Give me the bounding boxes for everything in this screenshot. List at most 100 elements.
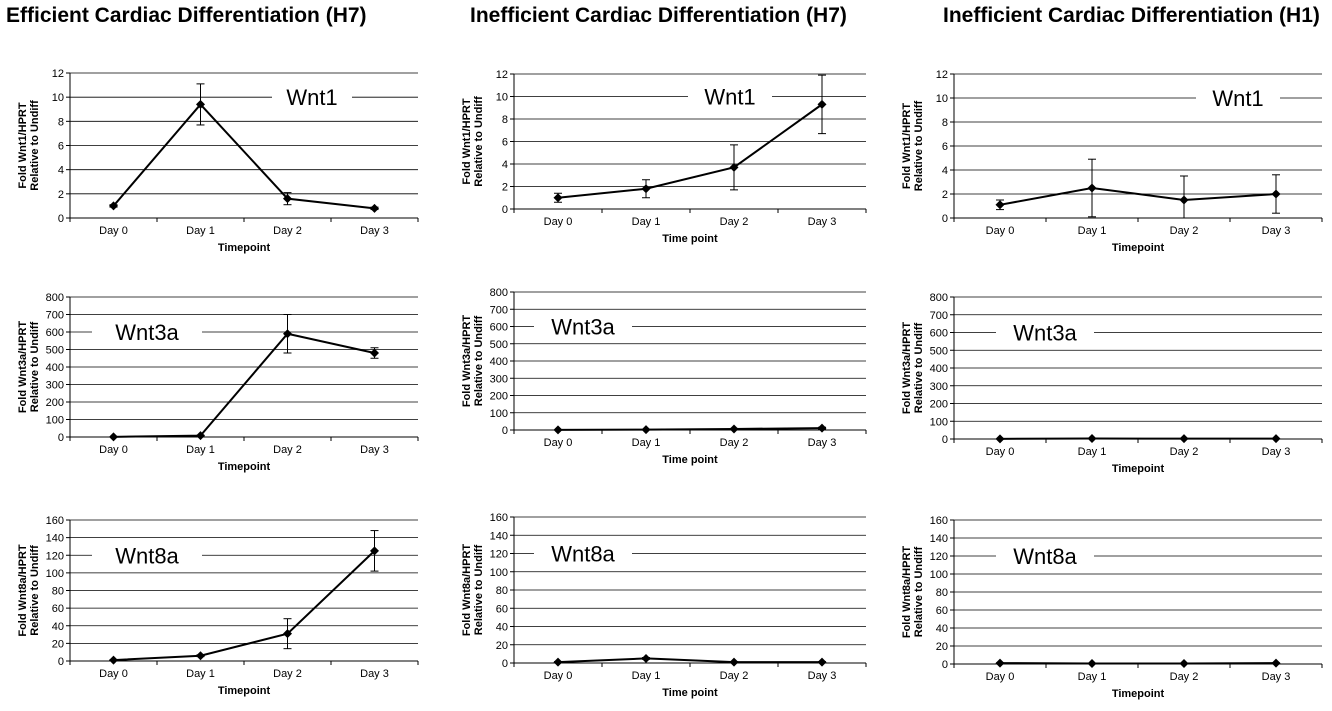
data-point — [1271, 658, 1281, 668]
y-axis-title: Fold Wnt1/HPRTRelative to Undiff — [17, 100, 41, 191]
y-tick-label: 120 — [930, 551, 948, 563]
y-tick-label: 2 — [58, 189, 64, 201]
y-tick-label: 60 — [496, 603, 508, 615]
y-tick-label: 4 — [58, 165, 64, 177]
y-axis-title-line: Fold Wnt3a/HPRT — [17, 321, 29, 414]
y-tick-label: 300 — [46, 380, 64, 392]
y-tick-label: 0 — [58, 656, 64, 668]
data-point — [1271, 189, 1281, 199]
x-tick-label: Day 2 — [720, 670, 749, 682]
x-tick-label: Day 3 — [360, 668, 389, 680]
y-tick-label: 0 — [942, 434, 948, 446]
data-point — [1179, 434, 1189, 444]
data-point — [196, 651, 205, 661]
chart-title-backdrop — [1196, 84, 1280, 112]
x-axis-title: Timepoint — [1112, 242, 1165, 254]
chart-title: Wnt3a — [1013, 321, 1077, 346]
y-axis-title-line: Fold Wnt3a/HPRT — [461, 315, 473, 408]
data-point — [729, 657, 739, 667]
data-point — [553, 425, 563, 435]
y-axis-title: Fold Wnt1/HPRTRelative to Undiff — [461, 96, 485, 187]
y-tick-label: 100 — [490, 408, 508, 420]
series-line-wnt8a — [113, 550, 376, 662]
y-tick-label: 0 — [58, 432, 64, 444]
series-line-wnt1 — [999, 186, 1277, 206]
data-point — [995, 434, 1005, 444]
data-point — [1087, 433, 1097, 443]
series-line-wnt1 — [557, 103, 823, 199]
y-axis-title-line: Fold Wnt8a/HPRT — [17, 544, 29, 637]
x-axis-title: Timepoint — [1112, 463, 1165, 475]
y-tick-label: 400 — [490, 356, 508, 368]
y-axis-title-line: Relative to Undiff — [913, 100, 925, 191]
series-line-wnt3a — [557, 427, 823, 431]
chart-title: Wnt1 — [286, 85, 337, 110]
y-tick-label: 60 — [52, 603, 64, 615]
y-axis-title-line: Relative to Undiff — [913, 322, 925, 413]
y-tick-label: 300 — [490, 373, 508, 385]
y-tick-label: 4 — [502, 159, 508, 171]
chart-panel-2: 0 2 4 6 8 10 12 Day 0 Day 1 Day 2 Day 3 Time point F… — [461, 69, 867, 245]
data-point — [109, 432, 118, 442]
y-tick-label: 2 — [502, 182, 508, 194]
chart-title: Wnt1 — [1212, 86, 1263, 111]
x-tick-label: Day 2 — [720, 437, 749, 449]
y-tick-label: 100 — [46, 568, 64, 580]
y-tick-label: 120 — [46, 550, 64, 562]
y-axis-title-line: Fold Wnt3a/HPRT — [901, 322, 913, 415]
x-tick-label: Day 3 — [808, 216, 837, 228]
data-point — [641, 653, 651, 663]
y-tick-label: 700 — [490, 304, 508, 316]
y-tick-label: 800 — [930, 292, 948, 304]
x-tick-label: Day 0 — [99, 668, 128, 680]
y-tick-label: 6 — [58, 141, 64, 153]
series-line-wnt8a — [557, 657, 822, 664]
y-axis-title-line: Relative to Undiff — [473, 96, 485, 187]
y-tick-label: 160 — [930, 515, 948, 527]
data-point — [1087, 183, 1097, 193]
chart-title: Wnt8a — [115, 543, 179, 568]
chart-panel-4: 0 100 200 300 400 500 600 700 800 Day 0 Day 1 Day 2… — [17, 292, 419, 473]
data-point — [729, 162, 739, 172]
x-tick-label: Day 1 — [186, 225, 215, 237]
x-tick-label: Day 2 — [1170, 446, 1199, 458]
x-tick-label: Day 0 — [99, 444, 128, 456]
x-tick-label: Day 1 — [1078, 225, 1107, 237]
series-line-wnt3a — [113, 332, 375, 438]
data-point — [370, 203, 379, 213]
y-tick-label: 120 — [490, 549, 508, 561]
y-tick-label: 400 — [930, 363, 948, 375]
x-tick-label: Day 1 — [1078, 671, 1107, 683]
data-point — [995, 200, 1005, 210]
y-tick-label: 600 — [930, 328, 948, 340]
data-point — [370, 348, 379, 358]
chart-title-backdrop — [92, 541, 202, 570]
x-tick-label: Day 1 — [632, 216, 661, 228]
y-tick-label: 40 — [936, 623, 948, 635]
data-point — [196, 99, 205, 109]
x-tick-label: Day 3 — [1262, 225, 1291, 237]
data-point — [553, 657, 563, 667]
y-axis-title-line: Relative to Undiff — [29, 100, 41, 191]
y-tick-label: 100 — [930, 569, 948, 581]
y-tick-label: 700 — [46, 310, 64, 322]
chart-panel-3: 0 2 4 6 8 10 12 Day 0 Day 1 Day 2 Day 3 Timepoint Fo… — [901, 69, 1323, 254]
y-tick-label: 800 — [46, 292, 64, 304]
x-tick-label: Day 2 — [273, 668, 302, 680]
y-axis-title-line: Relative to Undiff — [29, 321, 41, 412]
x-axis-title: Time point — [662, 687, 718, 699]
y-axis-title-line: Fold Wnt1/HPRT — [901, 103, 913, 189]
y-tick-label: 6 — [502, 137, 508, 149]
chart-title-backdrop — [996, 542, 1094, 570]
y-axis-title: Fold Wnt3a/HPRTRelative to Undiff — [17, 321, 41, 414]
y-tick-label: 8 — [942, 117, 948, 129]
chart-title-backdrop — [534, 539, 632, 568]
series-line-wnt1 — [112, 102, 375, 210]
data-point — [283, 629, 292, 639]
y-tick-label: 600 — [46, 327, 64, 339]
x-tick-label: Day 0 — [544, 216, 573, 228]
y-tick-label: 8 — [58, 116, 64, 128]
y-tick-label: 300 — [930, 381, 948, 393]
x-tick-label: Day 2 — [1170, 225, 1199, 237]
column-title-inefficient-h7: Inefficient Cardiac Differentiation (H7) — [470, 4, 847, 27]
